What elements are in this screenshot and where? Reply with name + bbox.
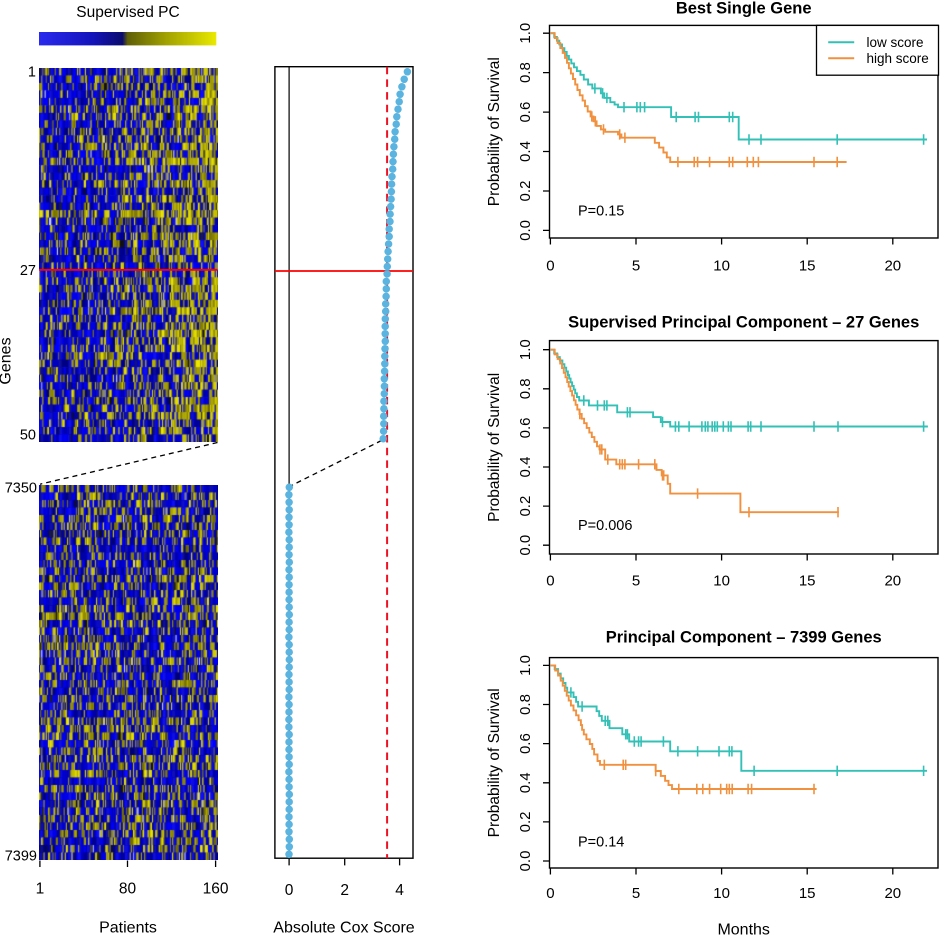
svg-text:Probability of Survival: Probability of Survival bbox=[486, 57, 503, 206]
svg-text:20: 20 bbox=[884, 258, 901, 275]
svg-text:10: 10 bbox=[713, 885, 730, 902]
svg-text:low score: low score bbox=[867, 35, 924, 50]
svg-text:4: 4 bbox=[395, 882, 404, 899]
svg-text:0.6: 0.6 bbox=[517, 733, 534, 754]
svg-text:high score: high score bbox=[867, 51, 929, 66]
svg-text:2: 2 bbox=[340, 882, 349, 899]
svg-text:0.8: 0.8 bbox=[517, 378, 534, 399]
svg-text:0.8: 0.8 bbox=[517, 694, 534, 715]
svg-text:0: 0 bbox=[546, 573, 554, 590]
svg-text:Probability of Survival: Probability of Survival bbox=[486, 688, 503, 837]
svg-text:7350: 7350 bbox=[5, 480, 37, 496]
svg-text:5: 5 bbox=[632, 885, 640, 902]
svg-text:Absolute Cox Score: Absolute Cox Score bbox=[273, 920, 415, 937]
svg-text:0: 0 bbox=[546, 885, 554, 902]
svg-text:80: 80 bbox=[119, 881, 137, 898]
svg-text:5: 5 bbox=[632, 573, 640, 590]
svg-text:0.0: 0.0 bbox=[517, 851, 534, 872]
svg-text:5: 5 bbox=[632, 258, 640, 275]
svg-text:Best Single Gene: Best Single Gene bbox=[676, 0, 812, 18]
svg-text:Genes: Genes bbox=[0, 337, 15, 384]
svg-text:Probability of Survival: Probability of Survival bbox=[486, 373, 503, 522]
svg-text:P=0.15: P=0.15 bbox=[578, 204, 624, 220]
svg-text:1: 1 bbox=[36, 881, 45, 898]
svg-text:0.2: 0.2 bbox=[517, 811, 534, 832]
svg-text:0.4: 0.4 bbox=[517, 457, 534, 478]
svg-text:15: 15 bbox=[799, 573, 816, 590]
svg-text:0: 0 bbox=[285, 882, 294, 899]
svg-text:P=0.006: P=0.006 bbox=[578, 518, 632, 534]
svg-text:Supervised PC: Supervised PC bbox=[76, 4, 179, 21]
svg-text:0.0: 0.0 bbox=[517, 535, 534, 556]
svg-text:20: 20 bbox=[884, 885, 901, 902]
svg-text:0.2: 0.2 bbox=[517, 181, 534, 202]
svg-text:Months: Months bbox=[717, 922, 769, 939]
svg-text:P=0.14: P=0.14 bbox=[578, 835, 624, 851]
svg-text:10: 10 bbox=[713, 573, 730, 590]
svg-text:0.2: 0.2 bbox=[517, 496, 534, 517]
svg-text:1.0: 1.0 bbox=[517, 23, 534, 44]
svg-text:10: 10 bbox=[713, 258, 730, 275]
svg-text:1.0: 1.0 bbox=[517, 655, 534, 676]
svg-text:160: 160 bbox=[203, 881, 229, 898]
svg-text:Supervised Principal Component: Supervised Principal Component – 27 Gene… bbox=[568, 314, 919, 332]
svg-text:1: 1 bbox=[28, 65, 36, 81]
svg-text:15: 15 bbox=[799, 258, 816, 275]
svg-text:20: 20 bbox=[884, 573, 901, 590]
svg-text:0.4: 0.4 bbox=[517, 141, 534, 162]
svg-text:50: 50 bbox=[20, 428, 36, 444]
svg-text:Patients: Patients bbox=[99, 920, 157, 937]
svg-text:0.8: 0.8 bbox=[517, 62, 534, 83]
svg-text:7399: 7399 bbox=[5, 849, 37, 865]
svg-text:0.6: 0.6 bbox=[517, 102, 534, 123]
svg-text:1.0: 1.0 bbox=[517, 339, 534, 360]
svg-text:0.0: 0.0 bbox=[517, 220, 534, 241]
svg-text:0: 0 bbox=[546, 258, 554, 275]
svg-text:Principal Component – 7399 Gen: Principal Component – 7399 Genes bbox=[606, 629, 882, 647]
svg-text:15: 15 bbox=[799, 885, 816, 902]
svg-text:0.4: 0.4 bbox=[517, 772, 534, 793]
svg-text:27: 27 bbox=[20, 263, 36, 279]
svg-text:0.6: 0.6 bbox=[517, 417, 534, 438]
